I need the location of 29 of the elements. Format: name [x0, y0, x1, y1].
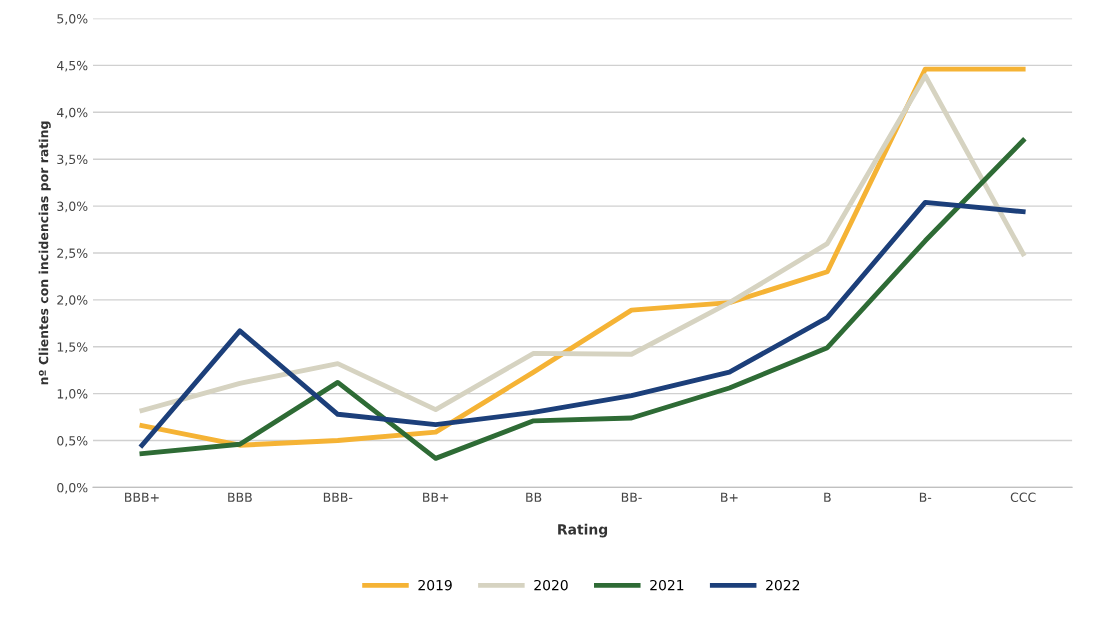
x-axis-title: Rating: [558, 523, 608, 538]
y-axis-title: nº Clientes con incidencias por rating: [38, 121, 51, 385]
legend-label: 2019: [418, 579, 452, 591]
y-tick-label: 2,0%: [57, 295, 88, 307]
line-series: [139, 138, 1026, 461]
x-tick-label: BBB: [228, 492, 252, 502]
y-tick-label: 3,5%: [57, 154, 88, 166]
x-tick-label: B-: [919, 492, 932, 502]
y-tick-label: 4,0%: [56, 107, 88, 119]
legend-label: 2021: [650, 579, 684, 591]
x-tick-label: BB-: [621, 492, 642, 502]
x-tick-label: B+: [721, 492, 738, 502]
x-tick-label: BB+: [423, 492, 449, 502]
y-tick-label: 1,5%: [57, 342, 88, 353]
y-tick-label: 1,0%: [57, 389, 88, 400]
x-tick-label: BBB-: [323, 492, 353, 502]
legend-label: 2020: [534, 579, 568, 591]
y-tick-label: 5,0%: [57, 13, 88, 25]
x-tick-label: B: [824, 492, 831, 502]
x-tick-label: BBB+: [125, 492, 159, 502]
x-tick-label: CCC: [1010, 492, 1036, 502]
y-tick-label: 2,5%: [57, 248, 88, 260]
line-series: [139, 199, 1026, 448]
y-tick-label: 0,5%: [57, 436, 88, 447]
legend-label: 2022: [766, 579, 800, 591]
y-tick-label: 4,5%: [56, 60, 88, 72]
x-tick-label: BB: [526, 492, 542, 502]
y-tick-label: 3,0%: [57, 201, 88, 213]
y-tick-label: 0,0%: [57, 482, 88, 494]
